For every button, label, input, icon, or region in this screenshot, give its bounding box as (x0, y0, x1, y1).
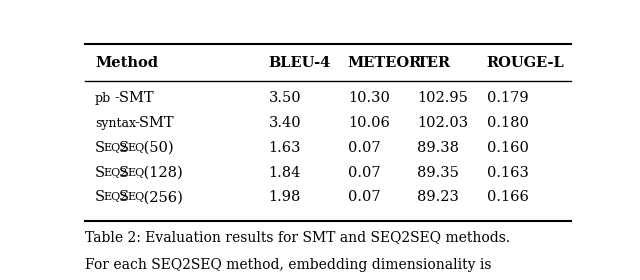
Text: 0.166: 0.166 (486, 190, 529, 204)
Text: S: S (95, 166, 105, 180)
Text: TER: TER (417, 56, 451, 70)
Text: 10.30: 10.30 (348, 91, 390, 105)
Text: pb: pb (95, 92, 111, 105)
Text: 0.179: 0.179 (486, 91, 529, 105)
Text: EQ: EQ (127, 192, 145, 202)
Text: 102.95: 102.95 (417, 91, 468, 105)
Text: 1.63: 1.63 (269, 141, 301, 155)
Text: S: S (118, 141, 129, 155)
Text: S: S (118, 166, 129, 180)
Text: 89.35: 89.35 (417, 166, 459, 180)
Text: EQ2: EQ2 (103, 168, 128, 178)
Text: Method: Method (95, 56, 158, 70)
Text: 3.50: 3.50 (269, 91, 301, 105)
Text: 89.38: 89.38 (417, 141, 460, 155)
Text: S: S (118, 190, 129, 204)
Text: Table 2: Evaluation results for SMT and SEQ2SEQ methods.: Table 2: Evaluation results for SMT and … (85, 230, 510, 244)
Text: EQ: EQ (127, 143, 145, 153)
Text: -SMT: -SMT (115, 91, 154, 105)
Text: For each SEQ2SEQ method, embedding dimensionality is: For each SEQ2SEQ method, embedding dimen… (85, 258, 492, 272)
Text: 0.163: 0.163 (486, 166, 529, 180)
Text: 0.180: 0.180 (486, 116, 529, 130)
Text: 0.07: 0.07 (348, 166, 380, 180)
Text: 89.23: 89.23 (417, 190, 459, 204)
Text: (256): (256) (138, 190, 182, 204)
Text: 102.03: 102.03 (417, 116, 468, 130)
Text: -SMT: -SMT (134, 116, 174, 130)
Text: EQ2: EQ2 (103, 143, 128, 153)
Text: 10.06: 10.06 (348, 116, 390, 130)
Text: 0.160: 0.160 (486, 141, 529, 155)
Text: 0.07: 0.07 (348, 190, 380, 204)
Text: (50): (50) (138, 141, 173, 155)
Text: METEOR: METEOR (348, 56, 422, 70)
Text: 0.07: 0.07 (348, 141, 380, 155)
Text: S: S (95, 190, 105, 204)
Text: BLEU-4: BLEU-4 (269, 56, 331, 70)
Text: (128): (128) (138, 166, 182, 180)
Text: S: S (95, 141, 105, 155)
Text: syntax: syntax (95, 116, 136, 130)
Text: EQ: EQ (127, 168, 145, 178)
Text: ROUGE-L: ROUGE-L (486, 56, 564, 70)
Text: 3.40: 3.40 (269, 116, 301, 130)
Text: 1.98: 1.98 (269, 190, 301, 204)
Text: EQ2: EQ2 (103, 192, 128, 202)
Text: 1.84: 1.84 (269, 166, 301, 180)
